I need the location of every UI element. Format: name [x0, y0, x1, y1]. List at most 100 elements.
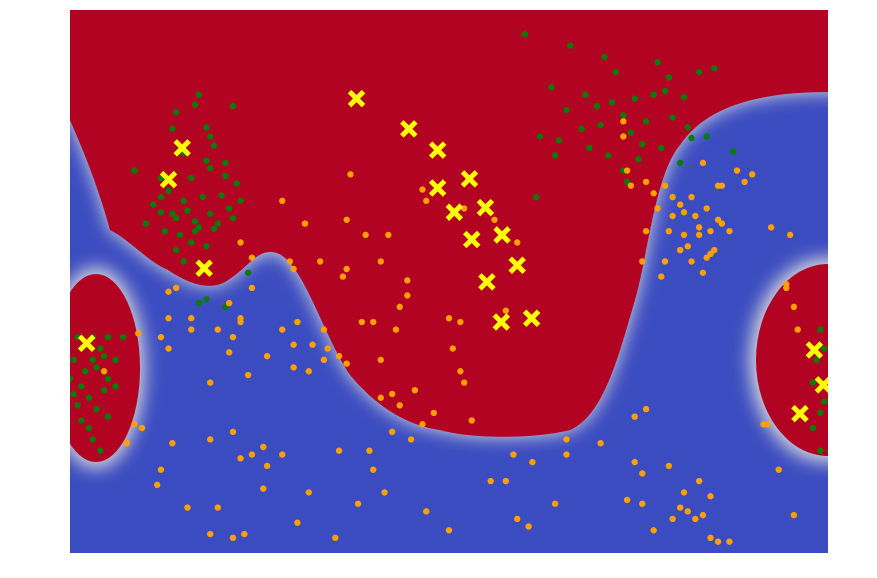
data-point	[354, 500, 362, 507]
data-point	[661, 87, 669, 95]
data-point	[676, 246, 684, 254]
data-point	[695, 224, 703, 231]
data-point	[695, 68, 703, 76]
data-point	[195, 91, 203, 99]
data-point	[639, 500, 646, 507]
data-point	[821, 345, 828, 352]
data-point	[279, 326, 286, 333]
data-point	[578, 125, 585, 133]
data-point	[642, 178, 650, 186]
data-point	[142, 220, 149, 227]
data-point	[305, 489, 312, 496]
data-point	[639, 140, 646, 148]
data-point	[138, 424, 146, 432]
data-point	[343, 216, 350, 223]
data-point	[563, 451, 570, 458]
data-point	[150, 201, 157, 208]
data-point	[237, 197, 244, 205]
data-point	[131, 421, 138, 428]
data-point	[229, 102, 237, 110]
data-point	[172, 109, 180, 116]
data-point	[658, 144, 665, 152]
data-point	[199, 193, 206, 201]
data-point	[210, 225, 218, 233]
data-point	[172, 215, 180, 222]
data-point	[676, 504, 684, 511]
data-point	[366, 447, 373, 454]
data-point	[404, 277, 411, 284]
data-point	[70, 375, 74, 383]
data-point	[165, 315, 172, 322]
data-point	[665, 227, 673, 235]
support-vector-marker	[462, 230, 481, 249]
data-point	[222, 159, 229, 167]
data-point	[100, 352, 108, 360]
support-vector-marker	[400, 120, 418, 138]
data-point	[688, 134, 695, 142]
data-point	[343, 265, 350, 273]
data-point	[229, 333, 237, 341]
data-point	[316, 258, 324, 265]
data-point	[514, 515, 521, 523]
data-point	[301, 220, 309, 227]
data-point	[563, 436, 570, 443]
data-point	[176, 231, 184, 239]
data-point	[665, 462, 673, 470]
data-point	[703, 205, 710, 212]
data-point	[661, 182, 669, 189]
data-point	[688, 193, 695, 201]
data-point	[680, 209, 688, 216]
data-point	[203, 243, 210, 250]
data-point	[726, 538, 733, 545]
data-point	[290, 364, 297, 371]
data-point	[733, 167, 741, 174]
data-point	[502, 307, 510, 314]
data-point	[563, 106, 570, 114]
data-point	[551, 500, 559, 507]
series-1	[100, 118, 801, 545]
data-point	[650, 91, 657, 99]
data-point	[654, 205, 661, 212]
data-point	[639, 258, 646, 265]
data-point	[203, 296, 210, 303]
data-point	[392, 326, 400, 333]
support-vector-marker	[478, 273, 496, 291]
data-point	[184, 504, 191, 511]
data-point	[188, 326, 195, 333]
data-point	[305, 368, 312, 375]
data-point	[510, 451, 517, 458]
data-point	[377, 356, 384, 364]
support-vector-marker	[791, 404, 809, 423]
data-point	[684, 508, 691, 515]
data-point	[764, 421, 771, 428]
data-point	[586, 144, 593, 152]
data-point	[699, 159, 707, 167]
support-vector-marker	[814, 376, 828, 394]
data-point	[207, 379, 214, 386]
data-point	[70, 390, 77, 398]
data-point	[222, 172, 229, 180]
data-point	[396, 303, 403, 311]
data-point	[214, 504, 222, 511]
data-point	[396, 402, 403, 409]
data-point	[191, 101, 199, 108]
data-point	[631, 413, 638, 420]
data-point	[669, 193, 676, 201]
data-point	[623, 167, 631, 174]
data-point	[749, 171, 756, 178]
series-2	[77, 89, 828, 423]
data-point	[665, 74, 673, 81]
data-point	[730, 148, 737, 155]
data-point	[191, 227, 199, 235]
data-point	[491, 216, 498, 223]
data-point	[593, 102, 601, 110]
data-point	[362, 231, 369, 239]
support-vector-marker	[347, 89, 366, 108]
data-point	[669, 515, 676, 523]
data-point	[502, 477, 510, 485]
data-point	[157, 193, 165, 201]
data-point	[620, 118, 627, 125]
data-point	[809, 379, 817, 386]
data-point	[532, 193, 540, 201]
data-point	[627, 129, 635, 136]
